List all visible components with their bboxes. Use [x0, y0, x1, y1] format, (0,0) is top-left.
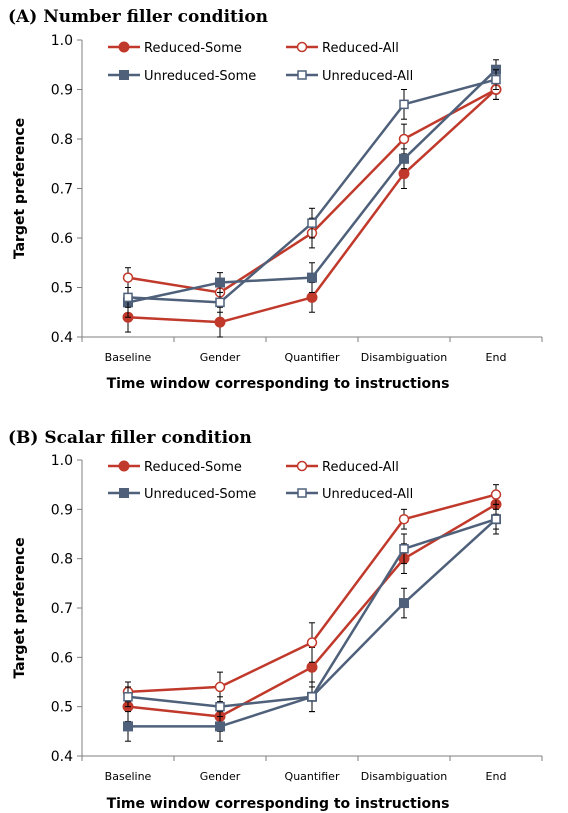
y-tick-label: 0.9	[51, 83, 73, 99]
legend-marker	[118, 41, 130, 53]
legend-label: Unreduced-All	[322, 69, 413, 84]
data-point	[215, 297, 225, 308]
data-point	[307, 218, 317, 228]
x-tick-label: Baseline	[105, 770, 152, 783]
data-point	[398, 513, 410, 525]
y-tick-label: 1.0	[51, 453, 73, 469]
data-point	[214, 681, 226, 693]
legend-marker	[118, 460, 130, 472]
x-axis-title: Time window corresponding to instruction…	[107, 796, 450, 812]
panel-title: (B) Scalar filler condition	[8, 428, 252, 448]
legend-marker	[297, 488, 307, 498]
panel-title: (A) Number filler condition	[8, 7, 268, 27]
series-line	[127, 88, 497, 294]
data-point	[123, 692, 133, 702]
y-axis-title: Target preference	[12, 537, 28, 678]
data-point	[399, 544, 409, 554]
x-axis-title: Time window corresponding to instruction…	[107, 376, 450, 392]
x-tick-label: End	[486, 351, 507, 364]
y-tick-label: 0.6	[51, 231, 73, 247]
y-tick-label: 0.8	[51, 552, 73, 568]
legend-label: Unreduced-Some	[144, 487, 256, 502]
data-point	[399, 598, 409, 609]
data-point	[399, 99, 409, 110]
data-point	[491, 514, 501, 524]
x-tick-label: Baseline	[105, 351, 152, 364]
y-tick-label: 0.6	[51, 650, 73, 666]
data-point	[307, 692, 317, 702]
data-point	[306, 637, 318, 648]
y-tick-label: 0.9	[51, 502, 73, 518]
legend-label: Unreduced-Some	[144, 69, 256, 84]
data-point	[123, 721, 133, 732]
data-point	[215, 701, 225, 712]
x-tick-label: End	[486, 770, 507, 783]
y-tick-label: 1.0	[51, 33, 73, 49]
x-tick-label: Quantifier	[285, 770, 340, 783]
chart-panel-b: (B) Scalar filler condition 0.4 0.5 0.6 0.7…	[8, 428, 543, 812]
y-tick-label: 0.7	[51, 601, 73, 617]
legend-label: Reduced-Some	[144, 460, 242, 475]
x-tick-label: Gender	[200, 770, 241, 783]
legend-marker	[119, 488, 129, 498]
x-tick-label: Quantifier	[285, 351, 340, 364]
x-tick-label: Disambiguation	[361, 770, 448, 783]
data-point	[123, 292, 133, 303]
legend-label: Reduced-All	[322, 41, 399, 56]
data-point	[215, 277, 225, 288]
data-point	[491, 74, 501, 85]
legend-label: Unreduced-All	[322, 487, 413, 502]
data-point	[399, 153, 409, 164]
legend-marker	[297, 70, 307, 80]
legend-marker	[296, 41, 308, 53]
x-tick-label: Disambiguation	[361, 351, 448, 364]
legend-marker	[119, 70, 129, 80]
data-point	[398, 168, 410, 180]
y-tick-label: 0.8	[51, 132, 73, 148]
y-tick-label: 0.5	[51, 281, 73, 297]
data-point	[306, 291, 318, 303]
x-tick-label: Gender	[200, 351, 241, 364]
y-tick-label: 0.4	[51, 330, 73, 346]
data-point	[215, 721, 225, 732]
data-point	[307, 272, 317, 283]
y-tick-label: 0.7	[51, 182, 73, 198]
data-point	[306, 661, 318, 673]
chart-panel-a: (A) Number filler condition 0.4 0.5 0.6 0.7…	[8, 7, 543, 392]
y-tick-label: 0.4	[51, 749, 73, 765]
data-point	[398, 133, 410, 145]
data-point	[490, 489, 502, 500]
y-axis-title: Target preference	[12, 118, 28, 259]
y-tick-label: 0.5	[51, 700, 73, 716]
legend-marker	[296, 460, 308, 472]
data-point	[122, 272, 134, 283]
data-point	[214, 316, 226, 328]
legend-label: Reduced-All	[322, 460, 399, 475]
legend-label: Reduced-Some	[144, 41, 242, 56]
